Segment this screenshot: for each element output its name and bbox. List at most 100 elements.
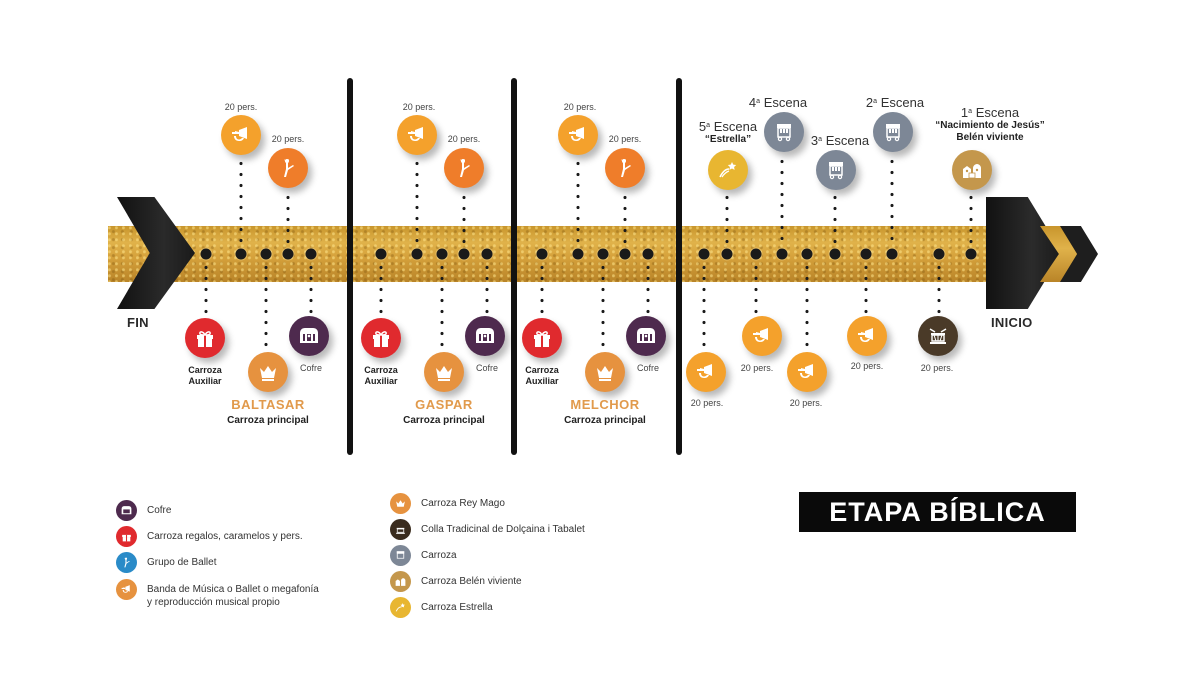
crown-icon <box>585 352 625 392</box>
cofre-label: Cofre <box>475 363 499 373</box>
connector-line <box>754 262 758 317</box>
people-count: 20 pers. <box>850 361 884 371</box>
route-dot <box>375 248 387 260</box>
stage-title: ETAPA BÍBLICA <box>799 492 1076 532</box>
crown-icon <box>424 352 464 392</box>
people-count: 20 pers. <box>224 102 258 112</box>
king-gaspar: GASPAR Carroza principal <box>403 397 485 426</box>
cofre-label: Cofre <box>299 363 323 373</box>
legend-estrella: Carroza Estrella <box>390 597 493 618</box>
float-icon <box>873 112 913 152</box>
connector-line <box>239 158 243 248</box>
trumpet-icon <box>686 352 726 392</box>
king-baltasar: BALTASAR Carroza principal <box>227 397 309 426</box>
route-dot <box>750 248 762 260</box>
trumpet-icon <box>847 316 887 356</box>
fin-label: FIN <box>127 315 149 330</box>
connector-line <box>601 262 605 350</box>
legend-ballet: Grupo de Ballet <box>116 552 217 573</box>
connector-line <box>286 192 290 248</box>
people-count: 20 pers. <box>447 134 481 144</box>
float-icon <box>764 112 804 152</box>
scene-4-label: 4a Escena <box>748 95 808 110</box>
connector-line <box>462 192 466 248</box>
ballet-icon <box>444 148 484 188</box>
connector-line <box>540 262 544 320</box>
gold-route-band <box>108 226 1070 282</box>
connector-line <box>379 262 383 320</box>
crown-icon <box>248 352 288 392</box>
trumpet-icon <box>787 352 827 392</box>
trumpet-icon <box>397 115 437 155</box>
route-dot <box>801 248 813 260</box>
section-divider <box>676 78 682 455</box>
trumpet-icon <box>116 579 137 600</box>
trumpet-icon <box>221 115 261 155</box>
auxiliar-label: Carroza Auxiliar <box>188 365 222 386</box>
connector-line <box>415 158 419 248</box>
ballet-icon <box>116 552 137 573</box>
people-count: 20 pers. <box>740 363 774 373</box>
route-dot <box>481 248 493 260</box>
drum-icon <box>390 519 411 540</box>
connector-line <box>890 156 894 248</box>
crown-icon <box>390 493 411 514</box>
cofre-icon <box>465 316 505 356</box>
cofre-icon <box>116 500 137 521</box>
connector-line <box>440 262 444 350</box>
scene-5-label: 5a Escena “Estrella” <box>698 119 758 145</box>
route-dot <box>933 248 945 260</box>
people-count: 20 pers. <box>608 134 642 144</box>
route-dot <box>721 248 733 260</box>
route-dot <box>260 248 272 260</box>
people-count: 20 pers. <box>402 102 436 112</box>
cofre-icon <box>626 316 666 356</box>
legend-rey-mago: Carroza Rey Mago <box>390 493 505 514</box>
route-dot <box>200 248 212 260</box>
connector-line <box>309 262 313 318</box>
scene-1-label: 1a Escena “Nacimiento de Jesús” Belén vi… <box>935 105 1045 143</box>
route-dot <box>282 248 294 260</box>
route-dot <box>642 248 654 260</box>
ballet-icon <box>268 148 308 188</box>
drum-icon <box>918 316 958 356</box>
float-icon <box>816 150 856 190</box>
legend-banda: Banda de Música o Ballet o megafonía y re… <box>116 579 319 609</box>
legend-belen: Carroza Belén viviente <box>390 571 522 592</box>
scene-3-label: 3a Escena <box>810 133 870 148</box>
auxiliar-label: Carroza Auxiliar <box>525 365 559 386</box>
gift-icon <box>185 318 225 358</box>
float-icon <box>390 545 411 566</box>
connector-line <box>833 192 837 248</box>
legend-colla: Colla Tradicinal de Dolçaina i Tabalet <box>390 519 585 540</box>
route-dot <box>965 248 977 260</box>
connector-line <box>969 192 973 248</box>
ballet-icon <box>605 148 645 188</box>
connector-line <box>805 262 809 352</box>
route-dot <box>436 248 448 260</box>
connector-line <box>623 192 627 248</box>
nativity-icon <box>952 150 992 190</box>
people-count: 20 pers. <box>789 398 823 408</box>
route-dot <box>235 248 247 260</box>
route-dot <box>572 248 584 260</box>
scene-2-label: 2a Escena <box>865 95 925 110</box>
route-dot <box>886 248 898 260</box>
people-count: 20 pers. <box>690 398 724 408</box>
connector-line <box>937 262 941 317</box>
section-divider <box>347 78 353 455</box>
connector-line <box>864 262 868 317</box>
inicio-label: INICIO <box>991 315 1033 330</box>
king-melchor: MELCHOR Carroza principal <box>564 397 646 426</box>
connector-line <box>204 262 208 320</box>
legend-cofre: Cofre <box>116 500 171 521</box>
section-divider <box>511 78 517 455</box>
gift-icon <box>522 318 562 358</box>
route-dot <box>597 248 609 260</box>
route-dot <box>305 248 317 260</box>
connector-line <box>485 262 489 318</box>
trumpet-icon <box>558 115 598 155</box>
people-count: 20 pers. <box>271 134 305 144</box>
route-dot <box>536 248 548 260</box>
inicio-chevron-icon <box>986 197 1062 309</box>
